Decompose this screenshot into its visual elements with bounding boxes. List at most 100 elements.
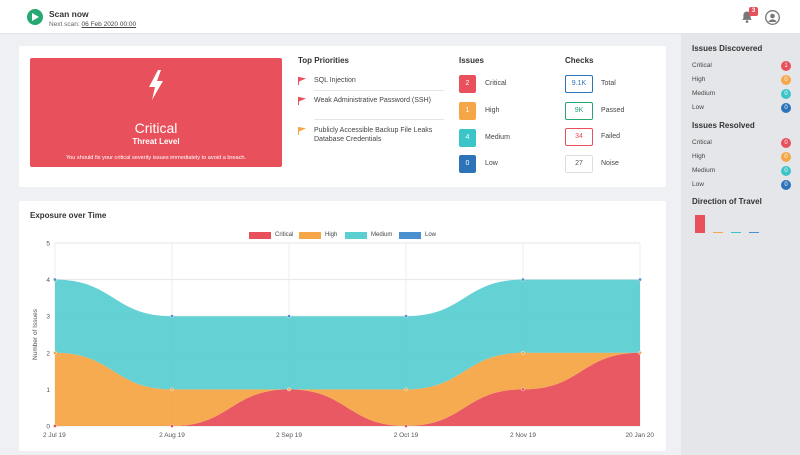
resolved-label: Critical — [692, 139, 712, 146]
top-priorities-title: Top Priorities — [298, 56, 349, 65]
checks-title: Checks — [565, 56, 594, 65]
data-point-critical[interactable] — [521, 387, 525, 392]
resolved-count: 0 — [781, 152, 791, 162]
y-axis-label: Number of Issues — [32, 308, 39, 360]
issue-label: Medium — [485, 134, 510, 141]
data-point-low[interactable] — [53, 277, 57, 282]
discovered-label: Critical — [692, 62, 712, 69]
direction-of-travel-title: Direction of Travel — [692, 197, 762, 206]
issues-resolved-title: Issues Resolved — [692, 121, 755, 130]
data-point-low[interactable] — [170, 314, 174, 318]
legend-label: Medium — [371, 232, 393, 238]
discovered-count: 0 — [781, 89, 791, 99]
check-value: 9K — [565, 102, 593, 120]
data-point-high[interactable] — [404, 387, 408, 392]
user-avatar-icon[interactable] — [765, 10, 780, 25]
data-point-high[interactable] — [170, 387, 174, 392]
chart-title: Exposure over Time — [30, 211, 107, 220]
threat-level-message: You should fix your critical severity is… — [65, 155, 247, 161]
direction-bar-critical — [695, 215, 705, 233]
next-scan-info: Next scan: 06 Feb 2020 00:00 — [49, 21, 136, 28]
discovered-count: 1 — [781, 61, 791, 71]
summary-card: Critical Threat Level You should fix you… — [19, 46, 666, 187]
next-scan-label: Next scan: — [49, 21, 80, 28]
x-tick-label: 2 Sep 19 — [276, 432, 302, 439]
right-sidebar: Issues Discovered Critical 1 High 0 Medium… — [681, 34, 800, 455]
area-series-medium[interactable] — [55, 279, 640, 390]
issue-label: Critical — [485, 80, 507, 87]
discovered-count: 0 — [781, 103, 791, 113]
x-tick-label: 20 Jan 20 — [625, 432, 654, 439]
resolved-row: Low 0 — [692, 180, 791, 190]
legend-swatch — [345, 232, 367, 239]
exposure-chart-plot: 0 1 2 3 4 5 2 Jul 19 2 Aug 19 2 Sep 19 2 Oct 19 2 … — [32, 241, 654, 440]
resolved-row: Critical 0 — [692, 138, 791, 148]
direction-bar-low — [749, 232, 759, 233]
check-value: 27 — [565, 155, 593, 173]
data-point-low[interactable] — [521, 277, 525, 282]
issue-count-badge: 0 — [459, 155, 476, 173]
data-point-critical[interactable] — [170, 424, 174, 428]
x-tick-label: 2 Jul 19 — [43, 432, 66, 439]
y-tick-label: 4 — [46, 277, 50, 284]
discovered-row: High 0 — [692, 75, 791, 85]
resolved-count: 0 — [781, 180, 791, 190]
discovered-label: High — [692, 76, 706, 83]
check-label: Passed — [601, 107, 625, 114]
issue-count-badge: 4 — [459, 129, 476, 147]
play-icon — [32, 13, 39, 21]
y-tick-label: 1 — [46, 387, 50, 394]
direction-bar-high — [713, 232, 723, 233]
data-point-high[interactable] — [521, 350, 525, 355]
area-series-critical[interactable] — [55, 352, 640, 426]
data-point-low[interactable] — [287, 314, 291, 318]
legend-label: High — [325, 232, 338, 238]
data-point-low[interactable] — [638, 277, 642, 282]
scan-now-label[interactable]: Scan now — [49, 9, 89, 19]
discovered-row: Critical 1 — [692, 61, 791, 71]
resolved-count: 0 — [781, 138, 791, 148]
discovered-label: Low — [692, 104, 704, 111]
data-point-critical[interactable] — [404, 424, 408, 428]
discovered-row: Low 0 — [692, 103, 791, 113]
threat-level-value: Critical — [134, 120, 178, 136]
check-label: Noise — [601, 160, 619, 167]
check-label: Total — [601, 80, 616, 87]
check-value: 9.1K — [565, 75, 593, 93]
resolved-row: High 0 — [692, 152, 791, 162]
notification-badge: 3 — [749, 7, 758, 16]
y-tick-label: 5 — [46, 241, 50, 248]
legend-label: Low — [425, 232, 437, 238]
legend-swatch — [299, 232, 321, 239]
check-value: 34 — [565, 128, 593, 146]
y-tick-label: 0 — [46, 424, 50, 431]
top-bar: Scan now Next scan: 06 Feb 2020 00:00 3 — [0, 0, 800, 34]
flag-icon — [298, 97, 306, 105]
scan-now-button[interactable] — [27, 9, 43, 25]
data-point-high[interactable] — [287, 387, 291, 392]
issue-label: High — [485, 107, 500, 114]
priority-text: Weak Administrative Password (SSH) — [314, 97, 431, 104]
data-point-low[interactable] — [404, 314, 408, 318]
priority-text: Publicly Accessible Backup File Leaks Da… — [314, 127, 433, 143]
lightning-bolt-icon — [149, 70, 163, 100]
divider — [314, 119, 444, 120]
data-point-high[interactable] — [53, 350, 57, 355]
flag-icon — [298, 127, 306, 135]
threat-level-panel: Critical Threat Level You should fix you… — [30, 58, 282, 167]
x-tick-label: 2 Oct 19 — [394, 432, 419, 439]
resolved-row: Medium 0 — [692, 166, 791, 176]
y-tick-label: 2 — [46, 350, 50, 357]
data-point-high[interactable] — [638, 350, 642, 355]
divider — [314, 90, 444, 91]
discovered-row: Medium 0 — [692, 89, 791, 99]
direction-bar-medium — [731, 232, 741, 233]
flag-icon — [298, 77, 306, 85]
issue-count-badge: 1 — [459, 102, 476, 120]
data-point-critical[interactable] — [53, 424, 57, 428]
legend-swatch — [399, 232, 421, 239]
threat-level-subtitle: Threat Level — [132, 137, 180, 146]
next-scan-date[interactable]: 06 Feb 2020 00:00 — [81, 21, 137, 28]
issue-label: Low — [485, 160, 498, 167]
priority-text: SQL Injection — [314, 77, 356, 84]
